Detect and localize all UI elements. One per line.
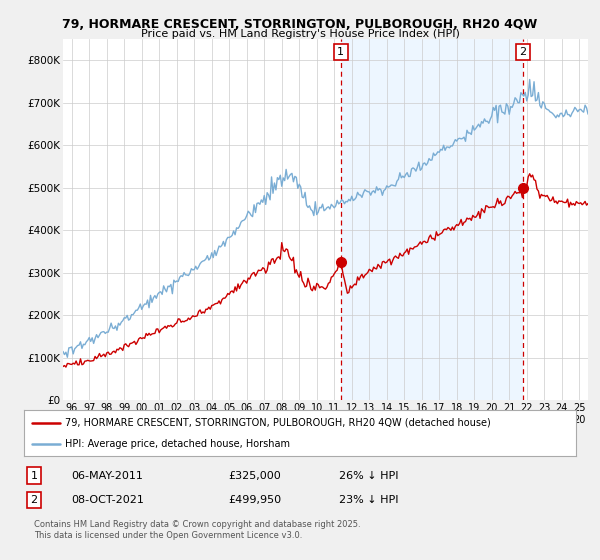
Text: 06-MAY-2011: 06-MAY-2011 bbox=[71, 470, 143, 480]
Text: 2: 2 bbox=[31, 495, 37, 505]
Text: 08-OCT-2021: 08-OCT-2021 bbox=[71, 495, 144, 505]
Text: Contains HM Land Registry data © Crown copyright and database right 2025.
This d: Contains HM Land Registry data © Crown c… bbox=[34, 520, 361, 540]
Text: £325,000: £325,000 bbox=[228, 470, 281, 480]
Text: 79, HORMARE CRESCENT, STORRINGTON, PULBOROUGH, RH20 4QW: 79, HORMARE CRESCENT, STORRINGTON, PULBO… bbox=[62, 18, 538, 31]
Text: 1: 1 bbox=[31, 470, 37, 480]
Text: £499,950: £499,950 bbox=[228, 495, 281, 505]
Bar bbox=[341, 39, 523, 400]
Text: HPI: Average price, detached house, Horsham: HPI: Average price, detached house, Hors… bbox=[65, 439, 290, 449]
Text: Price paid vs. HM Land Registry's House Price Index (HPI): Price paid vs. HM Land Registry's House … bbox=[140, 29, 460, 39]
Text: 1: 1 bbox=[337, 47, 344, 57]
Text: 79, HORMARE CRESCENT, STORRINGTON, PULBOROUGH, RH20 4QW (detached house): 79, HORMARE CRESCENT, STORRINGTON, PULBO… bbox=[65, 418, 491, 428]
Text: 23% ↓ HPI: 23% ↓ HPI bbox=[338, 495, 398, 505]
Text: 26% ↓ HPI: 26% ↓ HPI bbox=[338, 470, 398, 480]
Text: 2: 2 bbox=[520, 47, 526, 57]
